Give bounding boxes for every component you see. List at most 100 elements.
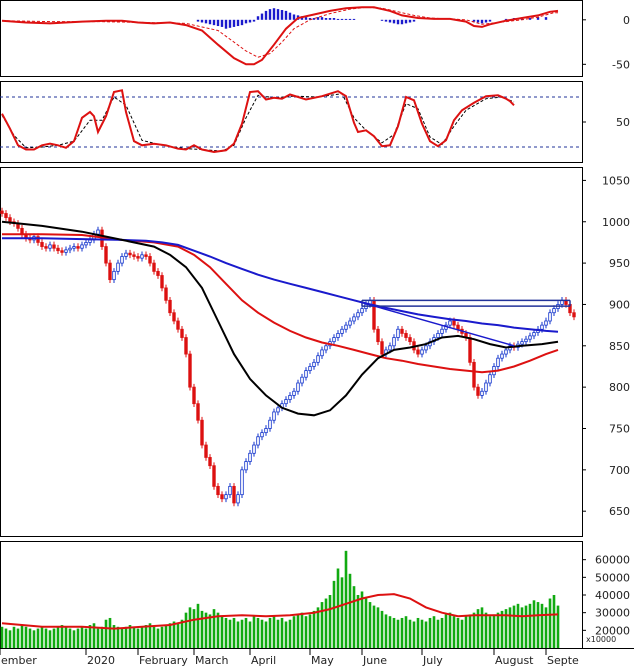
volume-bar — [472, 612, 476, 648]
volume-bar — [548, 598, 552, 648]
macd-histogram-bar — [292, 14, 296, 20]
candle-body — [72, 246, 76, 249]
ma-red-line — [2, 233, 559, 374]
candle-body — [232, 485, 236, 504]
volume-bar — [32, 630, 36, 648]
candle-body — [96, 229, 100, 235]
candle-body — [316, 355, 320, 363]
candle-body — [0, 210, 4, 214]
candle-body — [296, 382, 300, 392]
volume-bar — [436, 619, 440, 648]
volume-bar — [392, 617, 396, 648]
volume-bar — [0, 626, 4, 648]
volume-bar — [192, 609, 196, 648]
x-axis: ember 2020 February March April May June July Au… — [0, 648, 634, 667]
candle-body — [220, 494, 224, 500]
macd-histogram-bar — [224, 19, 228, 29]
candle-body — [340, 328, 344, 334]
candle-body — [8, 217, 12, 223]
volume-bar — [400, 617, 404, 648]
volume-bar — [188, 607, 192, 648]
candle-body — [480, 390, 484, 396]
candle-body — [236, 494, 240, 504]
volume-bar — [232, 617, 236, 648]
volume-bar — [312, 610, 316, 648]
volume-bar — [148, 623, 152, 648]
price-tick-label: 800 — [609, 381, 630, 394]
candle-body — [476, 386, 480, 396]
macd-panel: 0 -50 — [0, 0, 630, 77]
volume-bar — [552, 595, 556, 648]
volume-bar — [124, 626, 128, 648]
volume-bar — [68, 628, 72, 648]
macd-histogram-bar — [280, 10, 284, 20]
month-label: May — [311, 654, 334, 667]
volume-bar — [60, 625, 64, 648]
candle-body — [156, 270, 160, 276]
candle-body — [520, 341, 524, 345]
volume-bar — [76, 628, 80, 648]
candle-body — [140, 254, 144, 259]
volume-bar — [308, 614, 312, 648]
volume-bar — [224, 617, 228, 648]
volume-bar — [520, 607, 524, 648]
candle-body — [52, 244, 56, 249]
macd-histogram-bar — [256, 16, 260, 20]
macd-histogram-bar — [384, 19, 388, 22]
candle-body — [440, 328, 444, 334]
volume-bar — [496, 612, 500, 648]
macd-histogram-bar — [240, 19, 244, 26]
macd-histogram-bar — [480, 19, 484, 24]
volume-bar — [432, 616, 436, 648]
macd-histogram-bar — [320, 17, 324, 20]
volume-bar — [536, 602, 540, 648]
macd-histogram-bar — [324, 18, 328, 20]
volume-bar — [120, 628, 124, 648]
volume-bar — [304, 616, 308, 648]
candle-body — [268, 419, 272, 429]
ma-black-line — [1, 220, 559, 417]
price-tick-label: 700 — [609, 464, 630, 477]
macd-histogram-bar — [212, 19, 216, 26]
volume-bar — [52, 628, 56, 648]
macd-histogram-bar — [400, 19, 404, 25]
macd-histogram-bar — [388, 19, 392, 23]
volume-bar — [12, 626, 16, 648]
price-panel: 1050 1000 950 900 850 800 750 700 650 — [0, 167, 630, 537]
candle-body — [104, 246, 108, 264]
volume-bar — [196, 603, 200, 648]
candle-body — [256, 436, 260, 446]
candle-body — [60, 250, 64, 253]
candle-body — [64, 249, 68, 253]
macd-histogram-bar — [336, 18, 340, 20]
volume-bar — [176, 623, 180, 648]
volume-bar — [272, 616, 276, 648]
candle-body — [504, 349, 508, 355]
volume-bar — [128, 625, 132, 648]
month-label: Septe — [547, 654, 579, 667]
macd-histogram-bar — [392, 19, 396, 24]
stochastic-d-line — [1, 93, 515, 152]
volume-bar — [184, 612, 188, 648]
volume-bar — [116, 626, 120, 648]
volume-bar — [264, 621, 268, 648]
volume-bar — [132, 626, 136, 648]
candle-body — [132, 254, 136, 257]
volume-bar — [332, 580, 336, 648]
candle-body — [552, 308, 556, 314]
volume-bar — [156, 628, 160, 648]
candle-body — [452, 320, 456, 326]
volume-bar — [100, 626, 104, 648]
volume-bar — [256, 617, 260, 648]
volume-bar — [460, 619, 464, 648]
volume-bar — [220, 616, 224, 648]
volume-bar — [508, 607, 512, 648]
stochastic-k-line — [1, 89, 515, 154]
volume-bar — [228, 619, 232, 648]
volume-bars — [0, 550, 560, 648]
candle-body — [228, 485, 232, 496]
candle-body — [56, 247, 60, 252]
volume-bar — [484, 612, 488, 648]
candle-body — [448, 320, 452, 326]
price-tick-label: 900 — [609, 298, 630, 311]
